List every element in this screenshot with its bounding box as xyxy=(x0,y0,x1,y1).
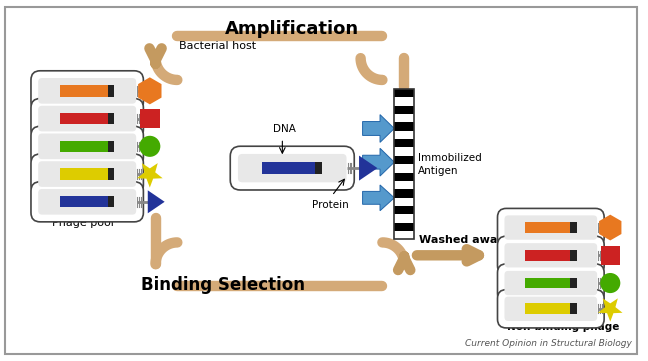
Bar xyxy=(108,113,115,124)
FancyBboxPatch shape xyxy=(31,99,143,139)
Bar xyxy=(525,222,577,233)
Bar xyxy=(525,303,577,314)
Bar xyxy=(60,196,115,208)
FancyBboxPatch shape xyxy=(505,243,597,268)
Bar xyxy=(108,85,115,96)
Polygon shape xyxy=(363,148,394,176)
FancyBboxPatch shape xyxy=(230,146,354,190)
FancyBboxPatch shape xyxy=(505,216,597,240)
Bar xyxy=(108,196,115,208)
Text: Bacterial host: Bacterial host xyxy=(179,41,257,51)
Bar xyxy=(394,173,414,181)
FancyBboxPatch shape xyxy=(38,106,136,131)
FancyBboxPatch shape xyxy=(31,71,143,111)
Bar xyxy=(394,114,414,122)
Bar xyxy=(394,231,414,239)
FancyBboxPatch shape xyxy=(31,126,143,166)
FancyBboxPatch shape xyxy=(38,78,136,104)
Bar xyxy=(108,141,115,152)
Bar xyxy=(60,141,115,152)
Bar xyxy=(525,278,577,288)
Polygon shape xyxy=(363,185,394,211)
Text: Phage pool: Phage pool xyxy=(51,218,113,228)
Bar xyxy=(60,113,115,124)
Bar xyxy=(601,246,619,265)
Text: Protein: Protein xyxy=(312,200,348,210)
Bar xyxy=(570,303,577,314)
Bar xyxy=(394,89,414,239)
Text: Current Opinion in Structural Biology: Current Opinion in Structural Biology xyxy=(465,339,632,348)
FancyBboxPatch shape xyxy=(498,236,604,274)
Polygon shape xyxy=(363,115,394,142)
Bar xyxy=(394,97,414,106)
Bar xyxy=(394,214,414,223)
FancyBboxPatch shape xyxy=(38,161,136,187)
Polygon shape xyxy=(137,163,163,188)
Bar xyxy=(108,168,115,180)
Bar xyxy=(394,89,414,239)
Bar xyxy=(570,222,577,233)
Text: Binding Selection: Binding Selection xyxy=(141,276,305,294)
Polygon shape xyxy=(359,156,377,180)
Polygon shape xyxy=(148,190,165,213)
FancyBboxPatch shape xyxy=(31,182,143,222)
FancyBboxPatch shape xyxy=(238,154,347,182)
Bar xyxy=(140,109,159,128)
Bar xyxy=(525,250,577,261)
Bar xyxy=(315,162,323,174)
Text: Immobilized
Antigen: Immobilized Antigen xyxy=(418,153,482,176)
Text: Amplification: Amplification xyxy=(226,19,359,38)
Circle shape xyxy=(600,273,620,293)
Bar xyxy=(570,278,577,288)
Circle shape xyxy=(139,136,160,157)
Bar xyxy=(60,85,115,96)
Bar xyxy=(394,181,414,189)
Bar xyxy=(570,250,577,261)
Bar xyxy=(394,131,414,139)
Bar xyxy=(394,189,414,197)
Polygon shape xyxy=(138,77,161,104)
FancyBboxPatch shape xyxy=(505,271,597,295)
Bar xyxy=(394,156,414,164)
Bar xyxy=(394,197,414,206)
FancyBboxPatch shape xyxy=(498,264,604,302)
Bar xyxy=(394,206,414,214)
Bar xyxy=(60,168,115,180)
FancyBboxPatch shape xyxy=(498,290,604,328)
FancyBboxPatch shape xyxy=(505,297,597,321)
Bar xyxy=(394,223,414,231)
Bar xyxy=(394,89,414,97)
FancyBboxPatch shape xyxy=(38,189,136,215)
Text: Washed away: Washed away xyxy=(419,235,504,245)
Bar xyxy=(394,122,414,131)
Bar xyxy=(394,147,414,156)
Bar xyxy=(394,106,414,114)
Bar xyxy=(262,162,323,174)
Polygon shape xyxy=(598,298,623,322)
FancyBboxPatch shape xyxy=(31,154,143,194)
FancyBboxPatch shape xyxy=(498,208,604,247)
Polygon shape xyxy=(599,215,621,240)
Bar xyxy=(394,164,414,173)
Text: DNA: DNA xyxy=(273,125,295,134)
Text: Non-binding phage: Non-binding phage xyxy=(507,322,619,332)
Bar xyxy=(394,139,414,147)
FancyBboxPatch shape xyxy=(38,134,136,159)
